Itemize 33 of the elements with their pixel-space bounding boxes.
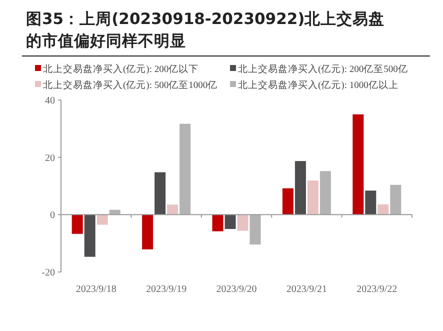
legend-label: 北上交易盘净买入(亿元): 500亿至1000亿: [43, 79, 218, 91]
bar: [237, 214, 248, 231]
bar: [167, 204, 178, 215]
legend-label: 北上交易盘净买入(亿元): 200亿至500亿: [238, 63, 408, 75]
y-tick-label: 0: [50, 210, 55, 222]
bar: [180, 124, 191, 215]
bar: [378, 204, 389, 215]
legend-label: 北上交易盘净买入(亿元): 200亿以下: [43, 63, 199, 75]
x-tick-label: 2023/9/21: [286, 284, 327, 295]
y-tick-label: 40: [45, 96, 55, 106]
bar: [96, 214, 108, 225]
y-tick-label: 20: [45, 152, 55, 164]
bar: [352, 114, 364, 215]
bar: [365, 190, 376, 215]
bar: [72, 214, 83, 234]
x-tick-label: 2023/9/20: [216, 284, 257, 295]
bar: [250, 214, 261, 244]
bar: [390, 184, 402, 215]
bar: [224, 214, 236, 229]
bar: [294, 161, 306, 215]
y-tick-label: -20: [42, 268, 55, 278]
bar: [142, 214, 154, 250]
x-tick-label: 2023/9/18: [76, 284, 116, 295]
x-tick-label: 2023/9/22: [356, 284, 398, 295]
bar: [212, 214, 224, 232]
bar: [282, 188, 294, 215]
bar: [154, 172, 166, 215]
legend-label: 北上交易盘净买入(亿元): 1000亿以上: [238, 79, 398, 91]
chart-title: 图35：上周(20230918-20230922)北上交易盘的市值偏好同样不明显: [26, 9, 385, 50]
bar: [84, 214, 96, 257]
bar: [307, 180, 318, 215]
bar: [320, 171, 331, 215]
x-tick-label: 2023/9/19: [146, 284, 187, 295]
